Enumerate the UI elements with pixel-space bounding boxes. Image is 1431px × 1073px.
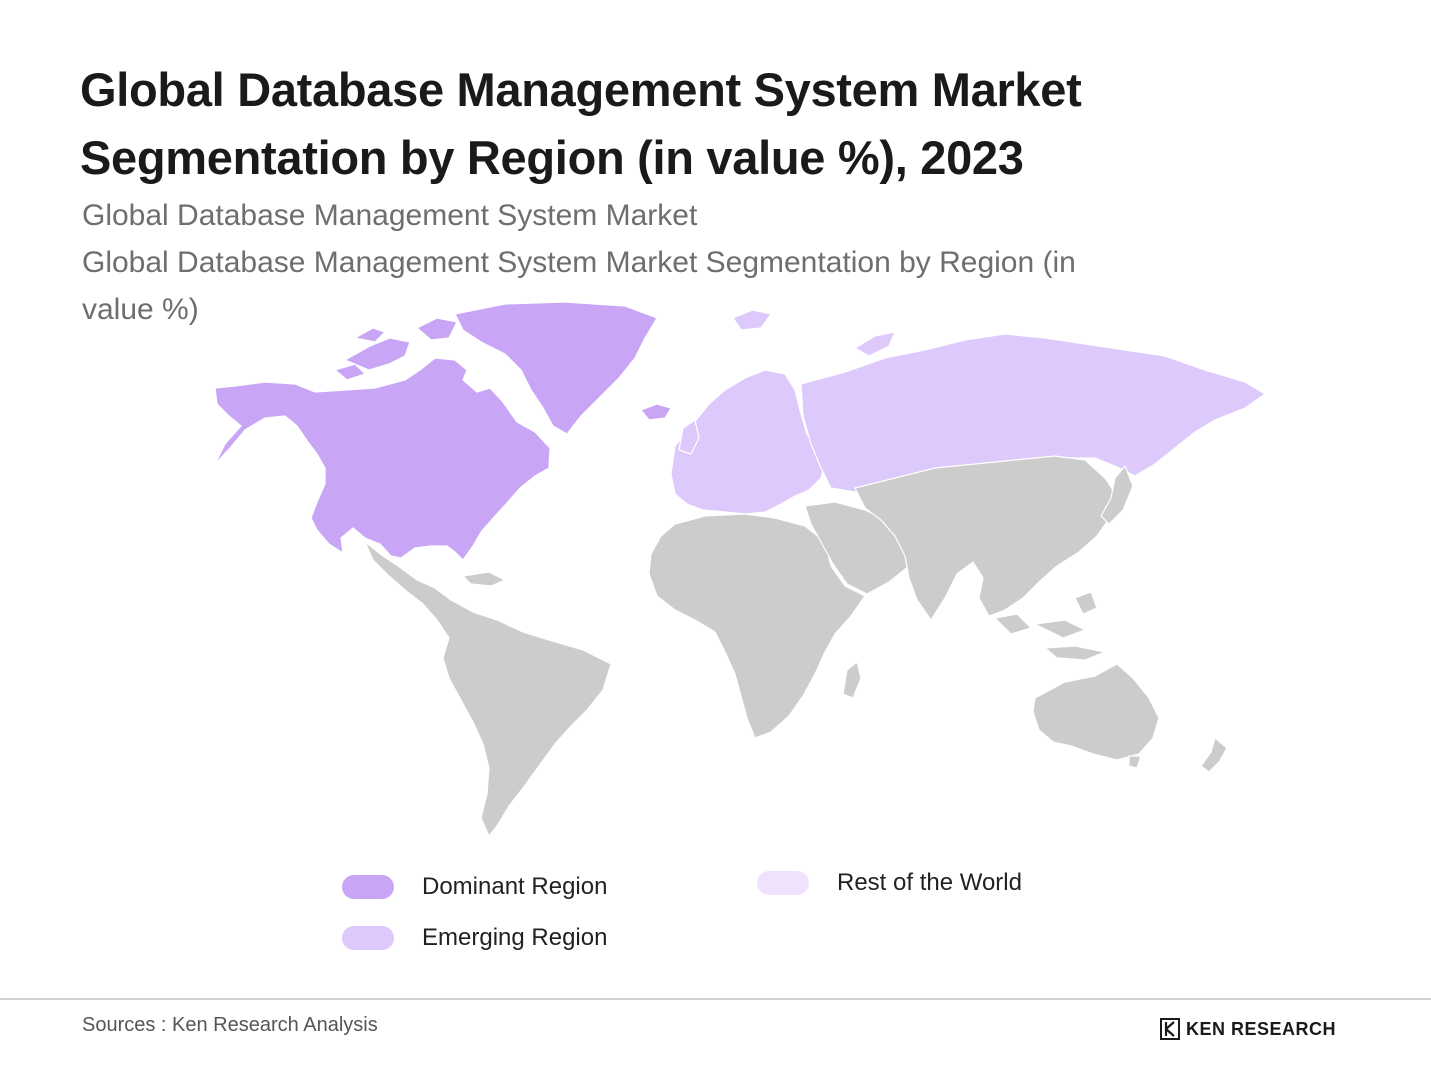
legend-item-rest: Rest of the World <box>757 868 1022 898</box>
ken-research-logo-icon <box>1160 1018 1180 1040</box>
legend-label-emerging: Emerging Region <box>422 924 608 951</box>
region-north-america <box>214 357 551 561</box>
region-tasmania <box>1128 755 1142 769</box>
region-japan <box>1100 465 1134 525</box>
legend-swatch-emerging <box>342 926 394 950</box>
legend-swatch-dominant <box>342 875 394 899</box>
region-greenland <box>454 301 658 435</box>
legend-swatch-rest <box>757 871 809 895</box>
legend-label-rest: Rest of the World <box>837 869 1022 896</box>
legend-item-dominant: Dominant Region <box>342 872 607 902</box>
region-latin-america <box>364 541 612 837</box>
legend-label-dominant: Dominant Region <box>422 873 608 900</box>
region-iceland <box>640 403 672 421</box>
region-novaya-zemlya <box>854 331 896 357</box>
page-title: Global Database Management System Market… <box>80 56 1280 192</box>
footer-divider <box>0 998 1431 1000</box>
region-madagascar <box>842 661 862 699</box>
subtitle-line-3: value %) <box>82 293 199 326</box>
region-caribbean <box>462 571 506 587</box>
region-new-zealand <box>1200 737 1228 773</box>
subtitle-line-1: Global Database Management System Market <box>82 199 698 232</box>
legend-item-emerging: Emerging Region <box>342 923 607 953</box>
region-svalbard <box>732 309 772 331</box>
title-line-1: Global Database Management System Market <box>80 63 1082 116</box>
subtitle-line-2: Global Database Management System Market… <box>82 246 1076 279</box>
region-southeast-asia-islands <box>994 591 1106 661</box>
title-line-2: Segmentation by Region (in value %), 202… <box>80 131 1024 184</box>
world-map <box>214 301 1266 837</box>
sources-note: Sources : Ken Research Analysis <box>82 1014 378 1036</box>
region-canadian-arctic <box>334 317 458 381</box>
subtitle: Global Database Management System Market… <box>82 192 1262 333</box>
ken-research-logo: KEN RESEARCH <box>1160 1016 1336 1042</box>
ken-research-logo-text: KEN RESEARCH <box>1186 1018 1337 1039</box>
region-asia <box>854 455 1118 621</box>
region-australia <box>1032 663 1160 761</box>
region-uk <box>678 419 700 455</box>
